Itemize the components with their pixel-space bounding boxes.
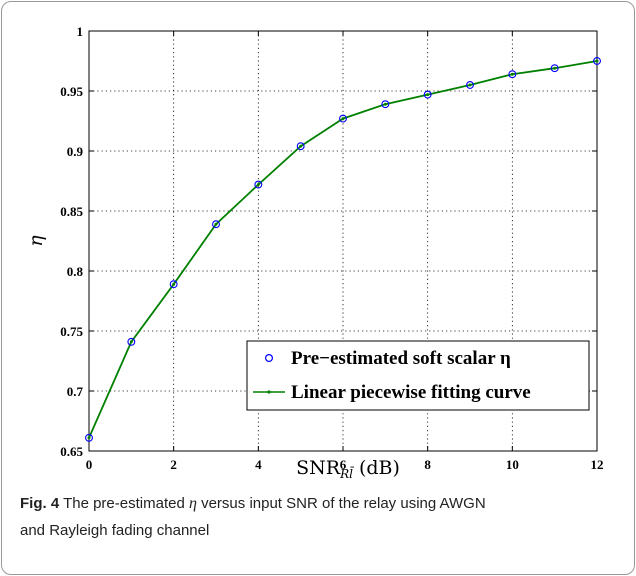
x-tick-label: 0 xyxy=(86,457,93,472)
line-vertex xyxy=(510,72,514,76)
data-point xyxy=(508,70,517,79)
line-vertex xyxy=(87,436,91,440)
y-tick-label: 0.95 xyxy=(60,84,83,99)
line-vertex xyxy=(426,93,430,97)
data-point xyxy=(466,81,474,89)
y-tick-label: 0.7 xyxy=(67,384,84,399)
data-point xyxy=(127,337,136,346)
x-axis-title-main: SNR xyxy=(296,457,341,479)
y-axis-title: η xyxy=(25,235,47,247)
data-point xyxy=(212,220,220,229)
data-point xyxy=(339,114,347,123)
data-point xyxy=(296,142,305,151)
line-vertex xyxy=(256,183,260,187)
legend-box xyxy=(246,340,590,411)
axis-ticks xyxy=(88,30,598,452)
data-point xyxy=(550,64,559,73)
x-axis-title-unit: (dB) xyxy=(359,457,400,479)
x-axis-title: SNRRl̄ (dB) xyxy=(296,457,400,481)
x-tick-label: 4 xyxy=(255,457,262,472)
data-series xyxy=(85,57,601,442)
x-tick-label: 8 xyxy=(424,457,431,472)
data-point xyxy=(381,100,390,109)
data-point xyxy=(254,180,263,189)
line-vertex xyxy=(172,282,176,286)
y-tick-label: 1 xyxy=(77,24,84,39)
legend: Pre−estimated soft scalar η Linear piece… xyxy=(246,340,590,411)
x-tick-label: 6 xyxy=(340,457,347,472)
y-tick-label: 0.9 xyxy=(67,144,84,159)
x-axis-title-subscript: Rl̄ xyxy=(339,465,355,481)
legend-marker-circle xyxy=(265,354,274,363)
x-tick-label: 12 xyxy=(591,457,604,472)
line-vertex xyxy=(553,66,557,70)
line-vertex xyxy=(595,59,599,63)
data-point xyxy=(423,90,432,99)
x-tick-label: 2 xyxy=(170,457,177,472)
data-point xyxy=(169,280,178,289)
y-tick-label: 0.75 xyxy=(60,324,83,339)
y-tick-label: 0.65 xyxy=(60,444,83,459)
line-vertex xyxy=(383,102,387,106)
x-tick-label: 10 xyxy=(506,457,519,472)
y-tick-label: 0.85 xyxy=(60,204,83,219)
line-vertex xyxy=(341,117,345,121)
line-vertex xyxy=(129,340,133,344)
legend-entry-markers: Pre−estimated soft scalar η xyxy=(291,348,511,369)
tick-labels: 0 2 4 6 8 10 12 0.65 0.7 0.75 0.8 0.85 0.9 0.95 1 xyxy=(60,24,603,472)
line-vertex xyxy=(299,144,303,148)
line-vertex xyxy=(468,83,472,87)
legend-marker-dot xyxy=(267,390,271,394)
data-point xyxy=(593,57,601,65)
data-point xyxy=(85,433,93,442)
legend-entry-line: Linear piecewise fitting curve xyxy=(291,382,531,403)
line-vertex xyxy=(214,222,218,226)
y-tick-label: 0.8 xyxy=(67,264,84,279)
grid-lines xyxy=(89,31,597,451)
